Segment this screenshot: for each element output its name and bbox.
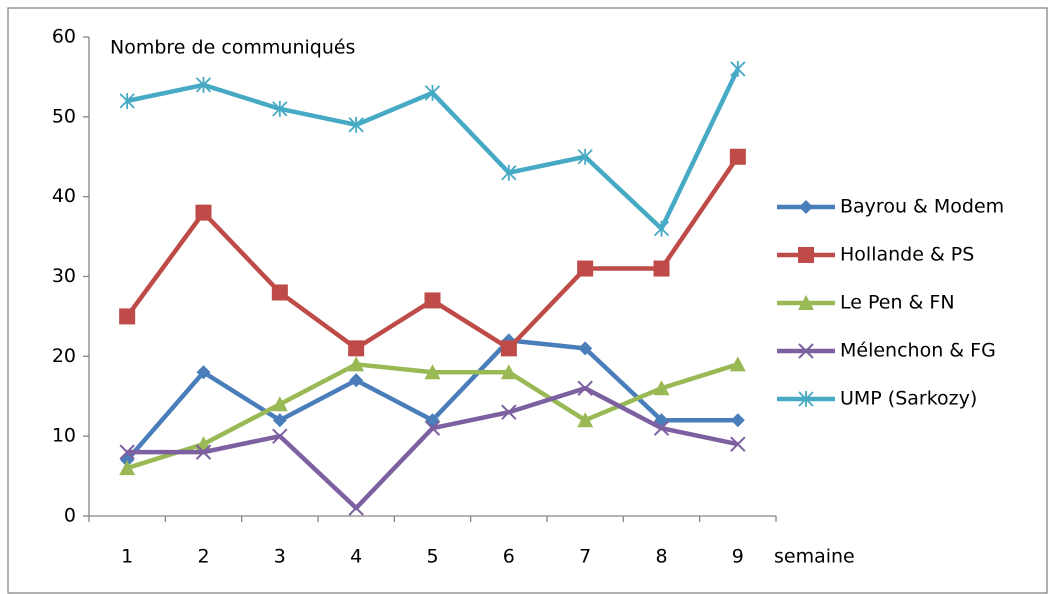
marker bbox=[196, 365, 211, 380]
marker bbox=[500, 340, 517, 357]
y-tick-label: 60 bbox=[52, 26, 76, 48]
chart-title: Nombre de communiqués bbox=[110, 37, 355, 59]
marker bbox=[119, 460, 136, 476]
marker bbox=[653, 220, 670, 237]
marker bbox=[272, 100, 288, 117]
x-tick-label: 7 bbox=[579, 546, 591, 568]
marker bbox=[577, 380, 593, 396]
marker bbox=[424, 292, 441, 309]
legend-label: Bayrou & Modem bbox=[840, 196, 1004, 218]
marker bbox=[272, 413, 287, 428]
marker bbox=[348, 500, 364, 516]
marker bbox=[195, 76, 212, 93]
marker bbox=[798, 391, 814, 407]
y-tick-label: 0 bbox=[64, 505, 76, 527]
legend-label: UMP (Sarkozy) bbox=[840, 388, 977, 410]
marker bbox=[349, 373, 364, 388]
marker bbox=[119, 308, 136, 325]
legend-entry: Le Pen & FN bbox=[777, 292, 955, 314]
marker bbox=[119, 92, 135, 109]
marker bbox=[730, 436, 746, 452]
marker bbox=[577, 412, 594, 428]
marker bbox=[577, 148, 593, 165]
marker bbox=[195, 444, 212, 460]
marker bbox=[729, 148, 746, 165]
marker bbox=[501, 164, 517, 181]
marker bbox=[271, 396, 288, 412]
marker bbox=[501, 404, 517, 420]
marker bbox=[798, 343, 814, 359]
y-tick-label: 20 bbox=[52, 345, 76, 367]
marker bbox=[653, 420, 670, 436]
marker bbox=[798, 295, 814, 310]
x-tick-label: 4 bbox=[350, 546, 362, 568]
marker bbox=[424, 84, 441, 101]
marker bbox=[348, 116, 364, 133]
legend-entry: UMP (Sarkozy) bbox=[777, 388, 977, 410]
marker bbox=[348, 340, 365, 357]
marker bbox=[799, 200, 813, 214]
marker bbox=[577, 260, 594, 277]
marker bbox=[729, 356, 746, 372]
marker bbox=[500, 364, 517, 380]
x-tick-label: 5 bbox=[426, 546, 438, 568]
marker bbox=[578, 341, 593, 356]
x-tick-label: 1 bbox=[121, 546, 133, 568]
marker bbox=[119, 444, 135, 460]
y-tick-label: 10 bbox=[52, 425, 76, 447]
marker bbox=[272, 428, 288, 444]
series-line bbox=[125, 338, 738, 462]
legend-entry: Mélenchon & FG bbox=[777, 340, 996, 362]
legend-entry: Bayrou & Modem bbox=[777, 196, 1004, 218]
x-tick-label: 8 bbox=[655, 546, 667, 568]
x-axis-label: semaine bbox=[774, 546, 855, 568]
legend-label: Mélenchon & FG bbox=[840, 340, 996, 362]
marker bbox=[424, 420, 441, 436]
legend-label: Le Pen & FN bbox=[840, 292, 955, 314]
y-tick-label: 40 bbox=[52, 185, 76, 207]
marker bbox=[730, 60, 746, 77]
x-tick-label: 9 bbox=[732, 546, 744, 568]
legend-label: Hollande & PS bbox=[840, 244, 974, 266]
marker bbox=[653, 260, 670, 277]
legend-entry: Hollande & PS bbox=[777, 244, 974, 266]
marker bbox=[798, 247, 814, 263]
marker bbox=[653, 380, 670, 396]
x-tick-label: 6 bbox=[503, 546, 515, 568]
marker bbox=[730, 413, 745, 428]
series-line bbox=[125, 155, 740, 351]
marker bbox=[271, 284, 288, 301]
y-tick-label: 50 bbox=[52, 105, 76, 127]
x-tick-label: 2 bbox=[197, 546, 209, 568]
marker bbox=[424, 364, 441, 380]
marker bbox=[348, 356, 365, 372]
chart-frame bbox=[7, 7, 1048, 594]
marker bbox=[195, 204, 212, 221]
y-tick-label: 30 bbox=[52, 265, 76, 287]
x-tick-label: 3 bbox=[274, 546, 286, 568]
